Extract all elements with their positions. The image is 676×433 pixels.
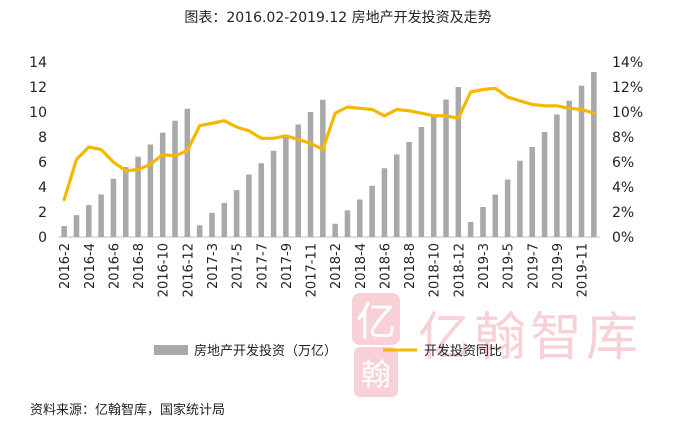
y-left-tick-label: 12 bbox=[29, 80, 47, 96]
y-left-tick-label: 14 bbox=[29, 55, 47, 71]
bar bbox=[344, 210, 351, 237]
x-tick-label: 2016-10 bbox=[157, 243, 172, 297]
watermark: 亿 翰 亿翰智库 bbox=[352, 293, 642, 397]
y-right-tick-label: 14% bbox=[612, 55, 643, 71]
x-tick-label: 2016-2 bbox=[58, 243, 73, 289]
legend: 房地产开发投资（万亿） 开发投资同比 bbox=[154, 343, 502, 359]
x-axis-ticks: 2016-2 2016-4 2016-6 2016-8 2016-10 2016-12 20… bbox=[58, 243, 590, 297]
x-tick-label: 2016-6 bbox=[107, 243, 122, 289]
svg-text:亿: 亿 bbox=[356, 299, 396, 345]
bar bbox=[159, 132, 166, 237]
line-series bbox=[62, 86, 596, 202]
legend-bar-swatch bbox=[154, 345, 188, 355]
bar bbox=[172, 120, 178, 237]
x-tick-label: 2018-8 bbox=[403, 243, 418, 289]
x-tick-label: 2019-5 bbox=[502, 243, 517, 289]
bar bbox=[61, 226, 67, 237]
x-tick-label: 2016-4 bbox=[83, 243, 98, 289]
bar bbox=[541, 132, 548, 237]
bar bbox=[357, 199, 363, 237]
x-tick-label: 2018-10 bbox=[428, 243, 443, 297]
x-tick-label: 2019-3 bbox=[477, 243, 492, 289]
bar-series bbox=[61, 72, 597, 237]
bar bbox=[554, 114, 560, 237]
y-right-tick-label: 0% bbox=[612, 230, 634, 246]
bar bbox=[98, 194, 104, 237]
axes: 0 2 4 6 8 10 12 14 0% 2% 4% 6% 8% 10% 12% 14% bbox=[29, 55, 643, 246]
bar bbox=[86, 205, 92, 237]
bar bbox=[122, 167, 129, 237]
y-left-tick-label: 10 bbox=[29, 105, 47, 121]
y-left-tick-label: 2 bbox=[38, 205, 47, 221]
x-tick-label: 2016-12 bbox=[181, 243, 196, 297]
bar bbox=[480, 207, 486, 237]
bar bbox=[566, 100, 572, 237]
bar bbox=[246, 174, 252, 237]
bar bbox=[110, 178, 117, 237]
y-left-tick-label: 0 bbox=[38, 230, 47, 246]
bar bbox=[73, 215, 80, 237]
bar bbox=[209, 212, 215, 237]
legend-line-label: 开发投资同比 bbox=[424, 343, 502, 359]
x-tick-label: 2017-5 bbox=[231, 243, 246, 289]
x-tick-label: 2016-8 bbox=[132, 243, 147, 289]
bar bbox=[529, 147, 536, 237]
bar bbox=[233, 190, 240, 237]
y-right-tick-label: 12% bbox=[612, 80, 643, 96]
x-tick-label: 2017-11 bbox=[305, 243, 320, 297]
bar bbox=[455, 87, 462, 237]
bar bbox=[184, 108, 191, 237]
bar bbox=[406, 142, 412, 237]
bar bbox=[443, 99, 449, 237]
x-tick-label: 2018-2 bbox=[329, 243, 344, 289]
x-tick-label: 2017-7 bbox=[255, 243, 270, 289]
bar bbox=[270, 150, 277, 237]
series-line bbox=[62, 86, 596, 202]
bar bbox=[332, 223, 338, 237]
watermark-logo: 亿 翰 bbox=[352, 293, 400, 397]
bar bbox=[369, 185, 375, 237]
x-tick-label: 2018-6 bbox=[378, 243, 393, 289]
bar bbox=[517, 160, 523, 237]
bar bbox=[147, 144, 154, 237]
y-right-tick-label: 10% bbox=[612, 105, 643, 121]
bar bbox=[418, 127, 425, 237]
bar bbox=[393, 154, 400, 237]
watermark-text: 亿翰智库 bbox=[418, 308, 642, 368]
bar bbox=[504, 179, 511, 237]
y-right-tick-label: 4% bbox=[612, 180, 634, 196]
x-tick-label: 2017-9 bbox=[280, 243, 295, 289]
bar bbox=[467, 222, 474, 237]
y-right-tick-label: 8% bbox=[612, 130, 634, 146]
x-tick-label: 2019-7 bbox=[526, 243, 541, 289]
x-tick-label: 2019-11 bbox=[576, 243, 591, 297]
bar bbox=[381, 168, 388, 237]
y-left-tick-label: 6 bbox=[38, 155, 47, 171]
x-tick-label: 2018-4 bbox=[354, 243, 369, 289]
bar bbox=[492, 194, 499, 237]
bar bbox=[430, 114, 437, 237]
y-right-tick-label: 6% bbox=[612, 155, 634, 171]
y-left-tick-label: 4 bbox=[38, 180, 47, 196]
bar bbox=[135, 156, 141, 237]
bar bbox=[307, 112, 314, 237]
bar bbox=[295, 124, 301, 237]
legend-bar-label: 房地产开发投资（万亿） bbox=[194, 343, 337, 359]
bar bbox=[258, 163, 265, 237]
x-tick-label: 2017-3 bbox=[206, 243, 221, 289]
y-left-tick-label: 8 bbox=[38, 130, 47, 146]
y-right-tick-label: 2% bbox=[612, 205, 634, 221]
bar bbox=[591, 72, 597, 237]
source-note: 资料来源：亿翰智库，国家统计局 bbox=[30, 403, 226, 418]
x-tick-label: 2018-12 bbox=[452, 243, 467, 297]
chart-title: 图表：2016.02-2019.12 房地产开发投资及走势 bbox=[184, 10, 491, 26]
bar bbox=[320, 99, 326, 237]
bar bbox=[221, 202, 228, 237]
svg-text:翰: 翰 bbox=[361, 358, 391, 393]
x-tick-label: 2019-9 bbox=[551, 243, 566, 289]
bar bbox=[196, 225, 203, 237]
bar bbox=[283, 137, 289, 237]
bar bbox=[578, 85, 585, 237]
